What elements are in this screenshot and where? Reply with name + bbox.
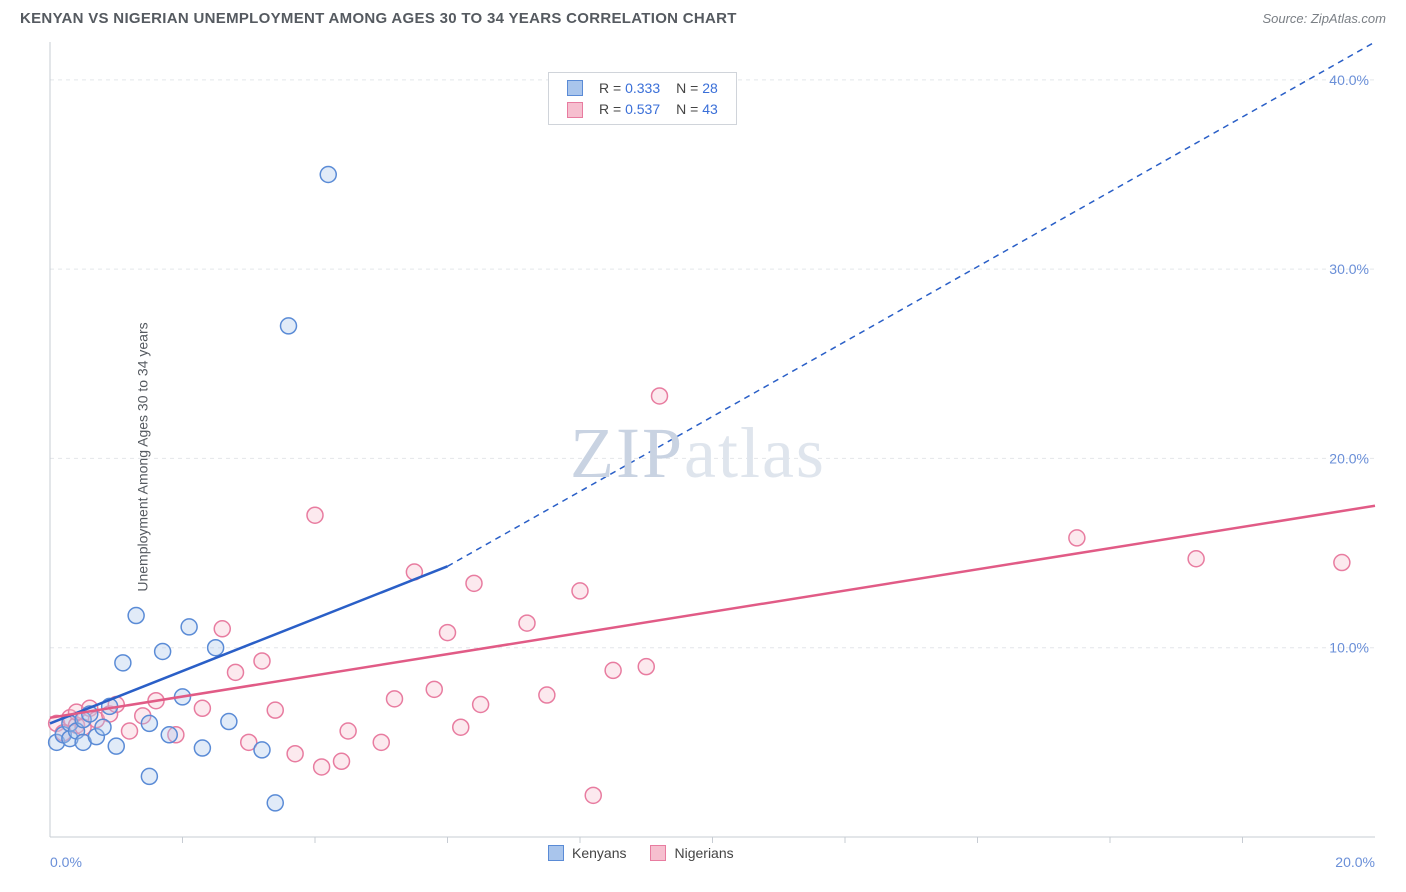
data-point xyxy=(115,655,131,671)
y-tick-label: 30.0% xyxy=(1329,261,1369,277)
data-point xyxy=(141,768,157,784)
data-point xyxy=(161,727,177,743)
stats-row: R = 0.537N = 43 xyxy=(559,98,726,119)
data-point xyxy=(108,738,124,754)
n-value: 28 xyxy=(702,80,718,96)
y-tick-label: 10.0% xyxy=(1329,640,1369,656)
x-tick-label: 20.0% xyxy=(1335,854,1375,870)
data-point xyxy=(281,318,297,334)
data-point xyxy=(605,662,621,678)
data-point xyxy=(221,714,237,730)
data-point xyxy=(387,691,403,707)
data-point xyxy=(155,644,171,660)
data-point xyxy=(95,719,111,735)
n-label: N = 43 xyxy=(668,98,726,119)
data-point xyxy=(307,507,323,523)
data-point xyxy=(519,615,535,631)
y-tick-label: 20.0% xyxy=(1329,450,1369,466)
series-legend: Kenyans Nigerians xyxy=(548,845,734,861)
y-tick-label: 40.0% xyxy=(1329,72,1369,88)
data-point xyxy=(181,619,197,635)
source-prefix: Source: xyxy=(1262,11,1310,26)
data-point xyxy=(1188,551,1204,567)
data-point xyxy=(373,734,389,750)
data-point xyxy=(453,719,469,735)
y-axis-label: Unemployment Among Ages 30 to 34 years xyxy=(135,322,151,591)
source-credit: Source: ZipAtlas.com xyxy=(1262,11,1386,26)
legend-swatch xyxy=(650,845,666,861)
r-label: R = 0.537 xyxy=(591,98,668,119)
data-point xyxy=(473,697,489,713)
legend-label: Kenyans xyxy=(572,845,626,861)
data-point xyxy=(122,723,138,739)
data-point xyxy=(228,664,244,680)
legend-swatch xyxy=(548,845,564,861)
data-point xyxy=(287,746,303,762)
data-point xyxy=(1069,530,1085,546)
data-point xyxy=(314,759,330,775)
data-point xyxy=(214,621,230,637)
data-point xyxy=(254,742,270,758)
data-point xyxy=(466,575,482,591)
legend-label: Nigerians xyxy=(674,845,733,861)
source-name: ZipAtlas.com xyxy=(1311,11,1386,26)
data-point xyxy=(440,625,456,641)
r-value: 0.333 xyxy=(625,80,660,96)
n-label: N = 28 xyxy=(668,77,726,98)
chart-container: Unemployment Among Ages 30 to 34 years 1… xyxy=(0,32,1406,882)
stats-table: R = 0.333N = 28R = 0.537N = 43 xyxy=(559,77,726,120)
data-point xyxy=(585,787,601,803)
chart-title: KENYAN VS NIGERIAN UNEMPLOYMENT AMONG AG… xyxy=(20,10,737,27)
legend-item: Nigerians xyxy=(650,845,733,861)
data-point xyxy=(208,640,224,656)
r-label: R = 0.333 xyxy=(591,77,668,98)
data-point xyxy=(426,681,442,697)
stats-legend: R = 0.333N = 28R = 0.537N = 43 xyxy=(548,72,737,125)
r-value: 0.537 xyxy=(625,101,660,117)
n-value: 43 xyxy=(702,101,718,117)
data-point xyxy=(334,753,350,769)
data-point xyxy=(267,702,283,718)
stats-row: R = 0.333N = 28 xyxy=(559,77,726,98)
data-point xyxy=(652,388,668,404)
scatter-plot: 10.0% 20.0% 30.0% 40.0% 0.0% 20.0% xyxy=(0,32,1406,882)
legend-swatch xyxy=(567,80,583,96)
data-point xyxy=(340,723,356,739)
data-point xyxy=(141,715,157,731)
data-point xyxy=(539,687,555,703)
data-point xyxy=(267,795,283,811)
data-point xyxy=(638,659,654,675)
legend-swatch xyxy=(567,102,583,118)
data-point xyxy=(1334,555,1350,571)
data-point xyxy=(254,653,270,669)
data-point xyxy=(194,740,210,756)
data-point xyxy=(572,583,588,599)
x-tick-label: 0.0% xyxy=(50,854,82,870)
data-point xyxy=(128,608,144,624)
data-point xyxy=(194,700,210,716)
data-point xyxy=(320,167,336,183)
legend-item: Kenyans xyxy=(548,845,626,861)
trend-line xyxy=(50,506,1375,718)
chart-header: KENYAN VS NIGERIAN UNEMPLOYMENT AMONG AG… xyxy=(0,0,1406,32)
